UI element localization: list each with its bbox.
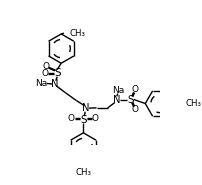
Text: CH₃: CH₃ [70, 29, 86, 38]
Text: O: O [42, 69, 49, 78]
Text: O: O [132, 105, 138, 114]
Text: N: N [113, 95, 120, 105]
Text: Na: Na [112, 86, 124, 95]
Text: N: N [82, 103, 90, 113]
Text: S: S [80, 115, 87, 125]
Text: O: O [92, 114, 99, 123]
Text: S: S [54, 68, 61, 78]
Text: CH₃: CH₃ [75, 168, 91, 176]
Text: O: O [68, 114, 75, 123]
Text: Na: Na [35, 79, 47, 88]
Text: O: O [42, 62, 49, 71]
Text: N: N [51, 79, 59, 89]
Text: O: O [132, 85, 138, 94]
Text: S: S [127, 95, 134, 105]
Text: CH₃: CH₃ [186, 99, 202, 108]
